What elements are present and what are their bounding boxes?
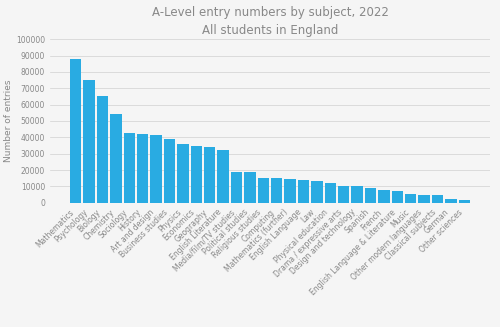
Bar [97, 96, 108, 203]
Bar [244, 172, 256, 203]
Y-axis label: Number of entries: Number of entries [4, 80, 13, 162]
Bar [271, 178, 282, 203]
Title: A-Level entry numbers by subject, 2022
All students in England: A-Level entry numbers by subject, 2022 A… [152, 6, 388, 37]
Bar [392, 191, 403, 203]
Bar [324, 183, 336, 203]
Bar [284, 179, 296, 203]
Bar [164, 139, 175, 203]
Bar [432, 195, 443, 203]
Bar [405, 194, 416, 203]
Bar [70, 59, 82, 203]
Bar [352, 186, 363, 203]
Bar [418, 195, 430, 203]
Bar [458, 200, 470, 203]
Bar [218, 150, 229, 203]
Bar [124, 133, 135, 203]
Bar [231, 172, 242, 203]
Bar [298, 180, 309, 203]
Bar [137, 134, 148, 203]
Bar [365, 188, 376, 203]
Bar [204, 147, 216, 203]
Bar [258, 178, 269, 203]
Bar [84, 80, 95, 203]
Bar [177, 144, 188, 203]
Bar [190, 146, 202, 203]
Bar [150, 135, 162, 203]
Bar [110, 114, 122, 203]
Bar [445, 198, 456, 203]
Bar [311, 181, 322, 203]
Bar [338, 185, 349, 203]
Bar [378, 190, 390, 203]
